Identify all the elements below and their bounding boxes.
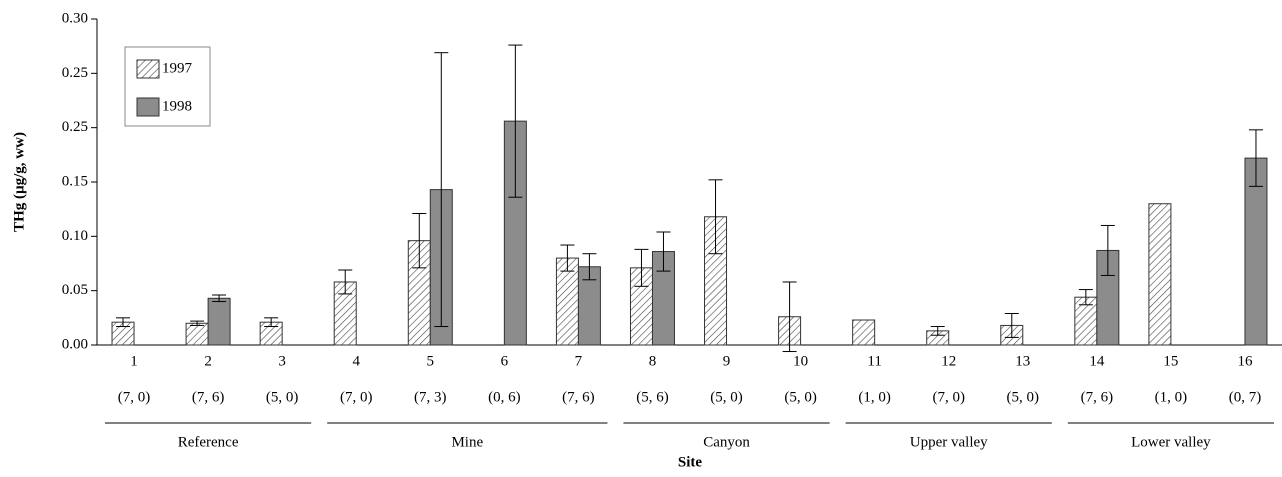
sample-size-label: (5, 0) <box>784 389 817 405</box>
x-tick-label: 14 <box>1089 353 1105 369</box>
group-label: Mine <box>451 434 483 450</box>
y-tick-label: 0.00 <box>62 336 88 352</box>
y-tick-label: 0.25 <box>62 65 88 81</box>
x-tick-label: 9 <box>723 353 731 369</box>
sample-size-label: (7, 0) <box>118 389 151 405</box>
sample-size-label: (7, 0) <box>932 389 965 405</box>
sample-size-label: (1, 0) <box>858 389 891 405</box>
x-tick-label: 7 <box>575 353 583 369</box>
legend-label: 1997 <box>162 60 193 76</box>
sample-size-label: (7, 6) <box>562 389 595 405</box>
legend-label: 1998 <box>162 98 192 114</box>
x-axis-title: Site <box>678 454 703 470</box>
group-label: Reference <box>178 434 239 450</box>
sample-size-label: (7, 3) <box>414 389 447 405</box>
sample-size-label: (0, 6) <box>488 389 521 405</box>
sample-size-label: (5, 0) <box>266 389 299 405</box>
x-tick-label: 5 <box>427 353 435 369</box>
x-tick-label: 6 <box>501 353 509 369</box>
sample-size-label: (7, 6) <box>1081 389 1114 405</box>
bar <box>1148 203 1172 346</box>
sample-size-label: (5, 0) <box>1007 389 1040 405</box>
x-tick-label: 13 <box>1015 353 1030 369</box>
sample-size-label: (0, 7) <box>1229 389 1262 405</box>
sample-size-label: (7, 6) <box>192 389 225 405</box>
x-tick-label: 10 <box>793 353 808 369</box>
sample-size-label: (5, 6) <box>636 389 669 405</box>
y-tick-label: 0.05 <box>62 282 88 298</box>
x-tick-label: 2 <box>204 353 212 369</box>
group-label: Lower valley <box>1131 434 1211 450</box>
sample-size-label: (5, 0) <box>710 389 743 405</box>
x-tick-label: 3 <box>278 353 286 369</box>
y-tick-label: 0.15 <box>62 173 88 189</box>
sample-size-label: (7, 0) <box>340 389 373 405</box>
y-tick-label: 0.25 <box>62 119 88 135</box>
legend-swatch <box>136 59 160 79</box>
x-tick-label: 15 <box>1163 353 1178 369</box>
sample-size-label: (1, 0) <box>1155 389 1188 405</box>
bar <box>185 322 209 346</box>
y-tick-label: 0.30 <box>62 10 88 26</box>
legend-swatch <box>136 97 160 117</box>
y-axis-title: THg (µg/g, ww) <box>11 132 27 232</box>
bar <box>852 319 876 346</box>
bar <box>207 297 231 346</box>
x-tick-label: 4 <box>352 353 360 369</box>
x-tick-label: 11 <box>867 353 881 369</box>
y-tick-label: 0.10 <box>62 228 88 244</box>
x-tick-label: 8 <box>649 353 657 369</box>
x-tick-label: 1 <box>130 353 138 369</box>
x-tick-label: 16 <box>1237 353 1253 369</box>
group-label: Upper valley <box>910 434 988 450</box>
group-label: Canyon <box>703 434 750 450</box>
x-tick-label: 12 <box>941 353 956 369</box>
